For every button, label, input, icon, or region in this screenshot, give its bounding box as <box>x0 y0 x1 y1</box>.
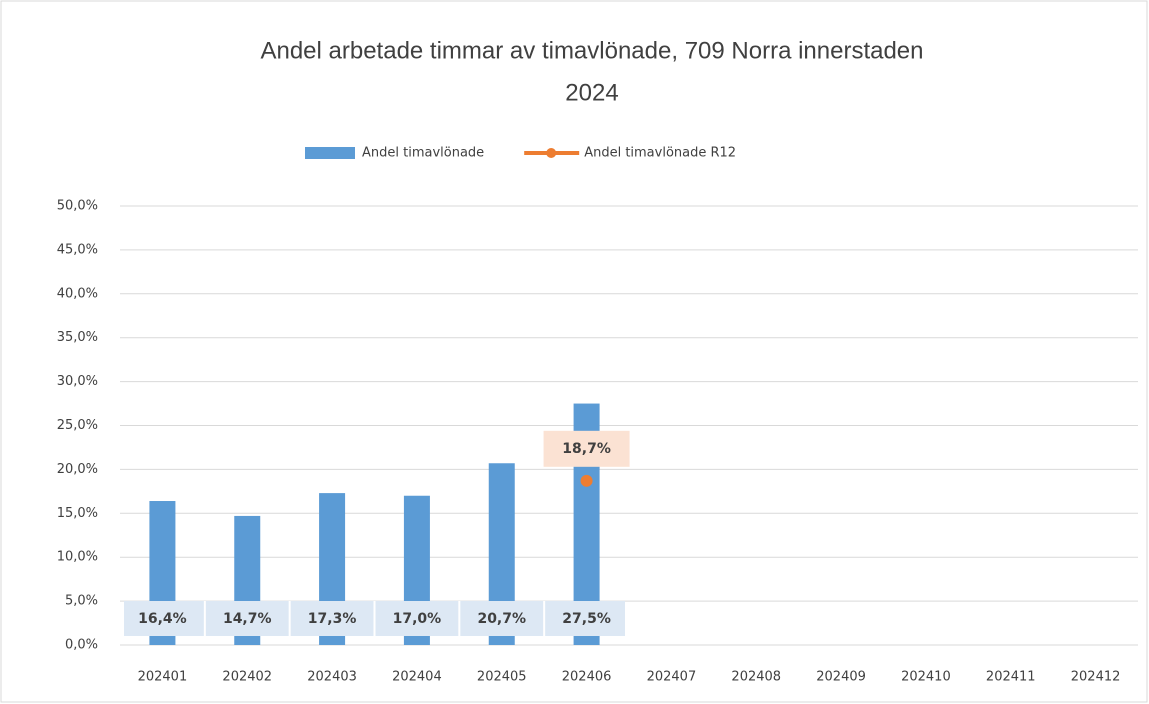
legend-label: Andel timavlönade <box>362 146 484 161</box>
data-label-bg <box>543 430 630 467</box>
x-tick-label: 202401 <box>138 670 188 685</box>
y-tick-label: 45,0% <box>57 242 98 257</box>
x-tick-label: 202402 <box>222 670 272 685</box>
y-tick-label: 0,0% <box>65 638 98 653</box>
marker <box>580 474 593 487</box>
y-tick-label: 10,0% <box>57 550 98 565</box>
legend-swatch <box>305 147 355 159</box>
x-tick-label: 202409 <box>816 670 866 685</box>
x-tick-label: 202405 <box>477 670 527 685</box>
x-tick-label: 202408 <box>731 670 781 685</box>
data-label: 17,3% <box>308 611 357 627</box>
data-label: 17,0% <box>393 611 442 627</box>
chart-title: 2024 <box>565 79 618 106</box>
data-label: 20,7% <box>477 611 526 627</box>
data-label: 16,4% <box>138 611 187 627</box>
x-tick-label: 202412 <box>1071 670 1121 685</box>
y-tick-label: 40,0% <box>57 286 98 301</box>
chart-title: Andel arbetade timmar av timavlönade, 70… <box>260 37 923 64</box>
legend-marker <box>546 148 557 158</box>
y-tick-label: 25,0% <box>57 418 98 433</box>
y-tick-label: 50,0% <box>57 199 98 214</box>
y-tick-label: 15,0% <box>57 506 98 521</box>
y-tick-label: 35,0% <box>57 330 98 345</box>
x-tick-label: 202403 <box>307 670 357 685</box>
x-tick-label: 202410 <box>901 670 951 685</box>
y-tick-label: 30,0% <box>57 374 98 389</box>
y-tick-label: 20,0% <box>57 462 98 477</box>
data-label: 27,5% <box>562 611 611 627</box>
data-label: 14,7% <box>223 611 272 627</box>
x-tick-label: 202404 <box>392 670 442 685</box>
data-label: 18,7% <box>562 441 611 457</box>
legend-label: Andel timavlönade R12 <box>584 146 736 161</box>
x-tick-label: 202407 <box>647 670 697 685</box>
x-tick-label: 202406 <box>562 670 612 685</box>
x-tick-label: 202411 <box>986 670 1036 685</box>
y-tick-label: 5,0% <box>65 594 98 609</box>
